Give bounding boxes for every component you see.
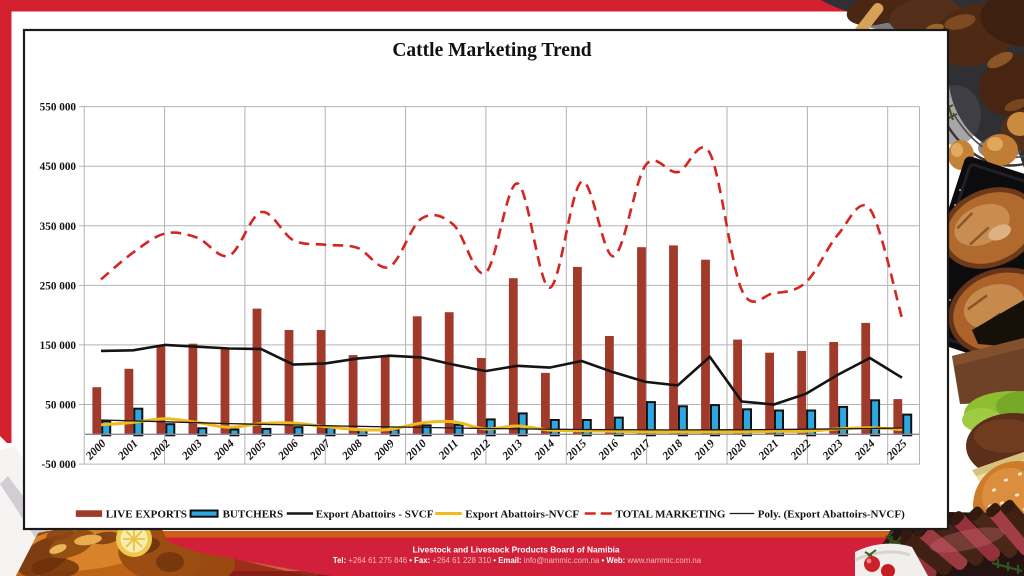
svg-text:Cattle Marketing Trend: Cattle Marketing Trend [392,40,591,61]
svg-text:50 000: 50 000 [45,400,76,412]
svg-text:Export Abattoirs-NVCF: Export Abattoirs-NVCF [465,508,579,520]
svg-text:-50 000: -50 000 [42,459,77,471]
svg-text:Export Abattoirs - SVCF: Export Abattoirs - SVCF [316,508,434,520]
svg-text:450 000: 450 000 [40,161,77,173]
svg-text:350 000: 350 000 [40,221,77,233]
svg-text:BUTCHERS: BUTCHERS [223,508,284,520]
svg-text:Tel: +264 61 275 846 • Fax: +2: Tel: +264 61 275 846 • Fax: +264 61 228 … [333,556,702,565]
svg-text:Poly. (Export Abattoirs-NVCF): Poly. (Export Abattoirs-NVCF) [758,508,905,520]
svg-text:150 000: 150 000 [40,340,77,352]
svg-text:550 000: 550 000 [40,102,77,114]
svg-text:LIVE EXPORTS: LIVE EXPORTS [106,508,187,520]
svg-text:250 000: 250 000 [40,280,77,292]
svg-text:Livestock and Livestock Produc: Livestock and Livestock Products Board o… [412,545,619,555]
svg-text:TOTAL MARKETING: TOTAL MARKETING [616,508,726,520]
